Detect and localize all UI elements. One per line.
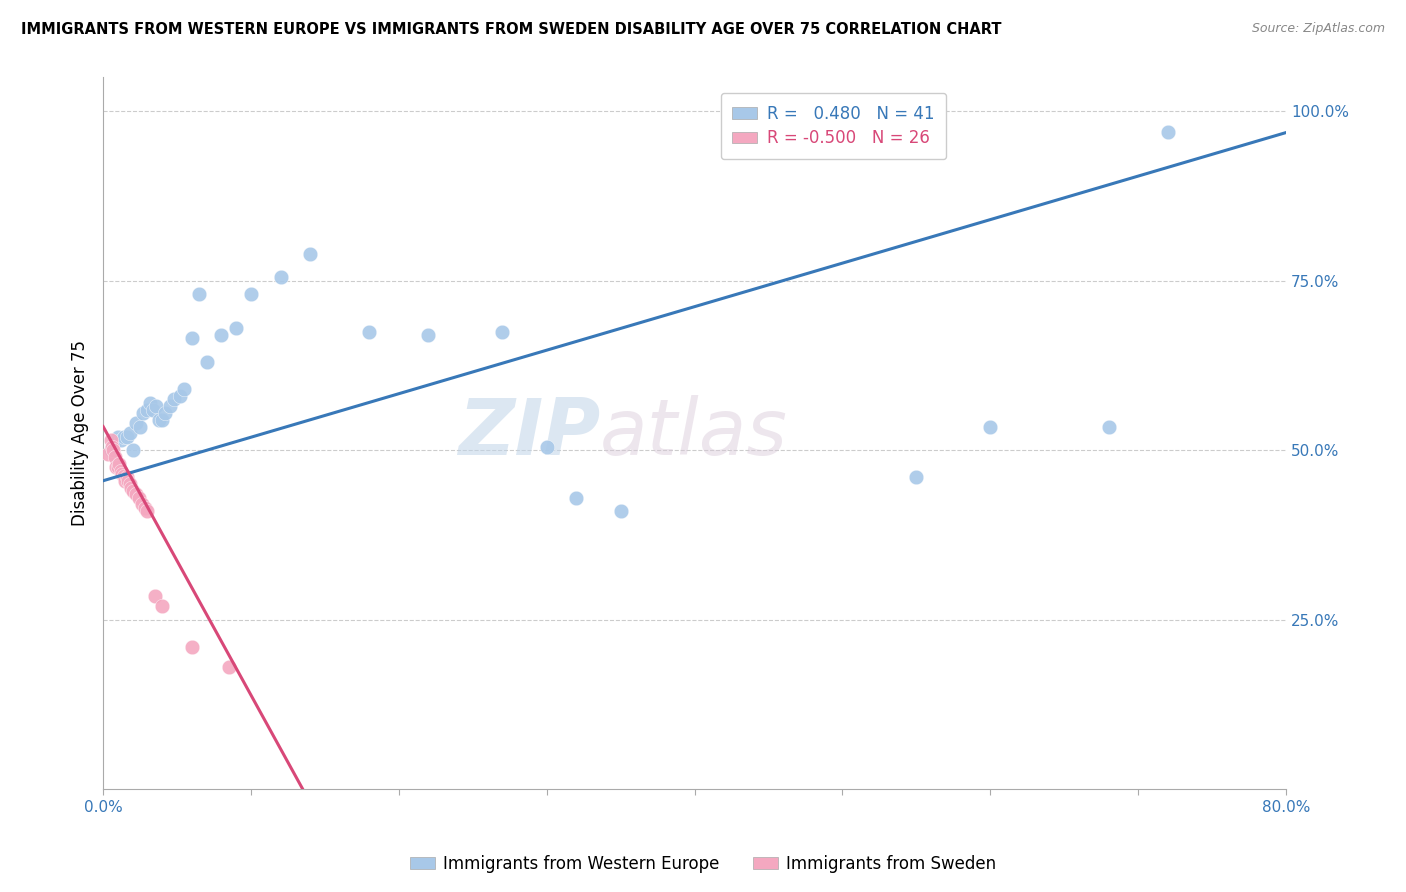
Point (118, 477, 141, 491)
Point (136, 402, 159, 417)
Point (108, 457, 131, 471)
Point (124, 487, 146, 501)
Point (169, 389, 191, 403)
Point (150, 413, 173, 427)
Point (195, 355, 218, 369)
Point (299, 246, 322, 260)
Point (148, 413, 170, 427)
Point (209, 328, 232, 343)
Point (240, 287, 263, 301)
Point (163, 392, 186, 407)
Point (107, 460, 129, 475)
Point (103, 443, 125, 458)
Point (142, 402, 165, 417)
Point (565, 491, 588, 505)
Point (180, 640, 202, 654)
Point (128, 491, 150, 505)
Point (110, 433, 132, 447)
Point (111, 467, 134, 481)
Point (159, 399, 181, 413)
Point (97, 447, 120, 461)
Point (118, 426, 141, 441)
Point (114, 474, 136, 488)
Point (155, 406, 177, 420)
Point (491, 325, 513, 339)
Point (905, 470, 928, 484)
Point (100, 443, 122, 458)
Point (359, 325, 381, 339)
Legend: R =   0.480   N = 41, R = -0.500   N = 26: R = 0.480 N = 41, R = -0.500 N = 26 (721, 93, 946, 159)
Point (139, 396, 162, 410)
Point (131, 498, 153, 512)
Point (115, 430, 138, 444)
Point (134, 500, 156, 515)
Text: ZIP: ZIP (458, 395, 600, 471)
Text: Source: ZipAtlas.com: Source: ZipAtlas.com (1251, 22, 1385, 36)
Point (536, 440, 558, 454)
Text: atlas: atlas (600, 395, 787, 471)
Point (145, 399, 167, 413)
Point (1393, 125, 1406, 139)
Point (609, 504, 631, 518)
Point (100, 433, 122, 447)
Point (101, 440, 124, 454)
Point (270, 270, 292, 285)
Point (218, 660, 240, 674)
Point (129, 419, 152, 434)
Point (120, 481, 142, 495)
Point (105, 460, 128, 475)
Point (173, 382, 195, 396)
Y-axis label: Disability Age Over 75: Disability Age Over 75 (72, 340, 89, 526)
Point (979, 419, 1001, 434)
Point (107, 430, 129, 444)
Point (150, 599, 173, 614)
Point (104, 433, 127, 447)
Point (1097, 419, 1119, 434)
Point (124, 416, 146, 430)
Point (136, 504, 159, 518)
Point (121, 443, 143, 458)
Point (104, 450, 127, 464)
Legend: Immigrants from Western Europe, Immigrants from Sweden: Immigrants from Western Europe, Immigran… (404, 848, 1002, 880)
Point (132, 406, 155, 420)
Point (418, 328, 440, 343)
Text: IMMIGRANTS FROM WESTERN EUROPE VS IMMIGRANTS FROM SWEDEN DISABILITY AGE OVER 75 : IMMIGRANTS FROM WESTERN EUROPE VS IMMIGR… (21, 22, 1001, 37)
Point (112, 469, 135, 483)
Point (110, 464, 132, 478)
Point (143, 589, 166, 603)
Point (112, 430, 135, 444)
Point (1156, 125, 1178, 139)
Point (180, 331, 202, 345)
Point (188, 287, 211, 301)
Point (225, 321, 247, 335)
Point (121, 483, 143, 498)
Point (115, 470, 138, 484)
Point (117, 474, 139, 488)
